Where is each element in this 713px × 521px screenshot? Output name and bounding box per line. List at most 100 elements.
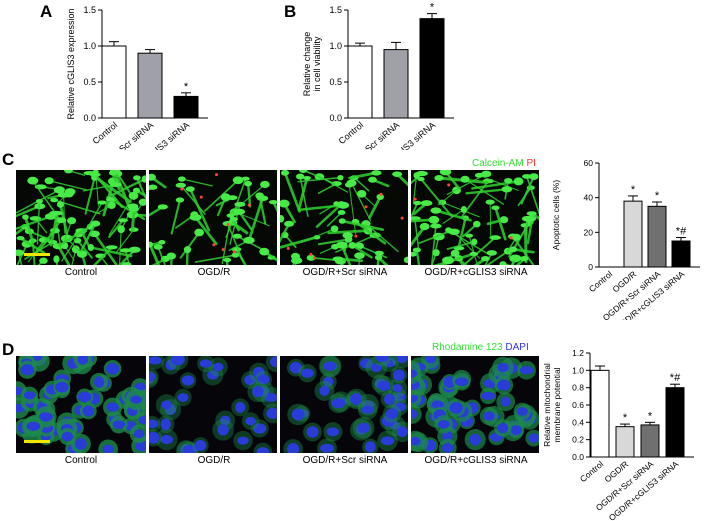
y-axis-label-c: Apoptotic cells (%) xyxy=(551,180,561,251)
cell-process xyxy=(412,174,418,204)
cell-process xyxy=(526,216,534,245)
cell-body xyxy=(157,204,168,210)
cell-body xyxy=(417,176,425,182)
cell-process xyxy=(118,248,136,265)
cell-body xyxy=(419,222,430,231)
cell-body xyxy=(392,171,403,177)
y-axis-label-line: Relative change xyxy=(302,32,312,97)
legend-dapi: DAPI xyxy=(505,342,529,353)
bar-c xyxy=(623,200,643,268)
cell-body xyxy=(413,172,420,179)
nucleus xyxy=(289,361,302,374)
panel-label-b: B xyxy=(284,2,297,21)
nucleus xyxy=(384,393,395,405)
cell-body xyxy=(175,182,186,188)
nucleus xyxy=(326,427,340,437)
cell-process xyxy=(49,211,59,247)
cell-body xyxy=(439,170,452,176)
bar-d xyxy=(640,424,660,458)
cell-body xyxy=(51,211,63,216)
cell-process xyxy=(36,200,41,245)
cell-process xyxy=(16,225,27,236)
cell-process xyxy=(108,219,125,239)
cell-process xyxy=(16,215,52,230)
cell-body xyxy=(428,215,440,224)
cell-process xyxy=(115,229,135,253)
dead-cell xyxy=(286,246,290,250)
nucleus xyxy=(16,386,23,396)
cell-process xyxy=(511,235,535,265)
cell-body xyxy=(510,254,522,261)
cell-body xyxy=(450,249,460,257)
nucleus xyxy=(357,422,370,433)
cell-body xyxy=(16,236,25,241)
cell-body xyxy=(447,228,454,234)
cell-process xyxy=(131,213,146,217)
cell-body xyxy=(128,246,141,253)
y-tick-label-d: 0.4 xyxy=(572,417,584,427)
cell-body xyxy=(117,225,125,234)
nucleus xyxy=(149,419,158,429)
cell-body xyxy=(411,251,418,257)
cell-body xyxy=(332,256,344,262)
dead-cell xyxy=(309,252,313,256)
y-tick-label-d: 0.0 xyxy=(572,452,584,462)
nucleus xyxy=(55,381,69,393)
cell-process xyxy=(17,252,23,265)
y-tick-label-a: 1.5 xyxy=(83,5,96,15)
cell-process xyxy=(63,220,73,243)
legend-rhodamine-123: Rhodamine 123 xyxy=(432,342,503,353)
cell-process xyxy=(181,178,213,187)
cell-body xyxy=(460,205,467,214)
cell-body xyxy=(16,249,25,256)
micrograph-c-control xyxy=(16,170,146,265)
y-axis-label-line: membrane potential xyxy=(552,367,562,442)
nucleus xyxy=(106,402,119,412)
bar-c xyxy=(647,205,667,268)
cell-body xyxy=(220,193,231,202)
nucleus xyxy=(235,401,246,413)
cell-body xyxy=(430,223,442,229)
cell-body xyxy=(306,254,316,261)
y-tick-label-c: 60 xyxy=(584,158,594,168)
cell-process xyxy=(420,177,453,218)
legend-calcein-am: Calcein-AM xyxy=(472,158,524,169)
nucleus xyxy=(361,405,374,414)
cell-process xyxy=(57,244,71,265)
cell-body xyxy=(27,176,39,185)
cell-process xyxy=(246,182,252,208)
cell-process xyxy=(457,216,467,249)
nucleus xyxy=(411,393,418,403)
category-label-b: Scr siRNA xyxy=(363,120,401,150)
bar-a xyxy=(173,95,199,119)
cell-process xyxy=(185,248,189,265)
category-label-a: Scr siRNA xyxy=(117,120,155,150)
cell-body xyxy=(35,199,43,204)
nucleus xyxy=(469,433,481,446)
cell-body xyxy=(57,192,70,198)
cell-body xyxy=(303,175,311,181)
nucleus xyxy=(133,429,145,439)
nucleus xyxy=(510,425,523,436)
significance-mark-d: * xyxy=(648,410,653,422)
cell-process xyxy=(525,175,539,216)
nucleus xyxy=(431,400,445,409)
nucleus xyxy=(149,356,162,365)
nucleus xyxy=(93,376,105,388)
cell-body xyxy=(244,180,253,187)
micrograph-c-ogdr xyxy=(149,170,277,265)
cell-body xyxy=(234,201,246,207)
cell-process xyxy=(464,178,505,205)
y-tick-label-b: 0.5 xyxy=(329,77,342,87)
cell-body xyxy=(368,176,377,183)
cell-body xyxy=(430,207,442,214)
cell-process xyxy=(280,235,319,249)
nucleus xyxy=(424,356,437,364)
nucleus xyxy=(102,444,114,453)
cell-process xyxy=(358,245,388,259)
nucleus xyxy=(82,405,95,417)
y-axis-label-line: Relative cGLIS3 expression xyxy=(66,8,76,119)
cell-body xyxy=(485,199,495,205)
cell-body xyxy=(374,254,383,261)
cell-body xyxy=(432,249,440,257)
